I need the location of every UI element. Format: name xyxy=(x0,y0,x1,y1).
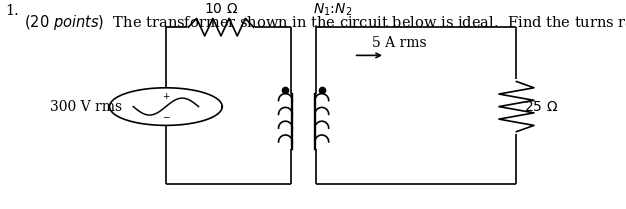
Text: −: − xyxy=(162,112,170,121)
Text: 1.: 1. xyxy=(5,4,19,18)
Text: $\mathit{(20\ points)}$  The transformer shown in the circuit below is ideal.  F: $\mathit{(20\ points)}$ The transformer … xyxy=(24,4,626,42)
Text: $10\ \Omega$: $10\ \Omega$ xyxy=(204,2,238,16)
Text: $N_1$:$N_2$: $N_1$:$N_2$ xyxy=(313,2,352,18)
Text: +: + xyxy=(162,92,170,101)
Text: 5 A rms: 5 A rms xyxy=(372,36,427,50)
Text: 300 V rms: 300 V rms xyxy=(50,100,122,113)
Text: $25\ \Omega$: $25\ \Omega$ xyxy=(524,100,558,113)
